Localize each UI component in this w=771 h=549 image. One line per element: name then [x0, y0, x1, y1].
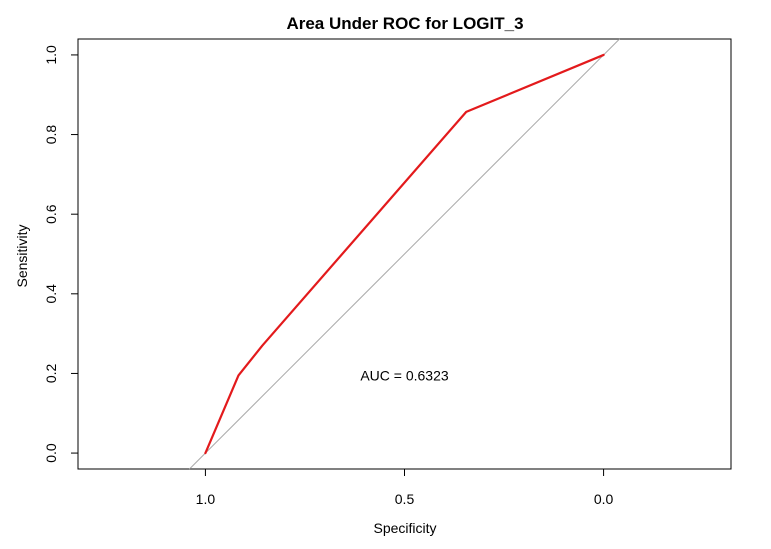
auc-annotation: AUC = 0.6323 — [360, 367, 449, 383]
x-tick-label: 0.0 — [594, 491, 614, 507]
y-axis-label: Sensitivity — [14, 224, 30, 287]
chart-title: Area Under ROC for LOGIT_3 — [286, 14, 523, 33]
y-tick-label: 0.8 — [43, 125, 59, 145]
x-tick-label: 1.0 — [196, 491, 216, 507]
x-axis-label: Specificity — [373, 520, 436, 536]
y-tick-label: 0.0 — [43, 443, 59, 463]
x-axis: 1.0 0.5 0.0 — [196, 468, 614, 507]
y-tick-label: 0.4 — [43, 284, 59, 304]
roc-series — [204, 53, 605, 455]
y-tick-label: 0.2 — [43, 364, 59, 384]
y-tick-label: 1.0 — [43, 45, 59, 65]
y-tick-label: 0.6 — [43, 204, 59, 224]
x-tick-label: 0.5 — [395, 491, 415, 507]
roc-curve-line — [204, 53, 605, 455]
reference-diagonal — [189, 38, 620, 470]
reference-line — [189, 38, 620, 470]
y-axis: 0.0 0.2 0.4 0.6 0.8 1.0 — [43, 45, 79, 463]
